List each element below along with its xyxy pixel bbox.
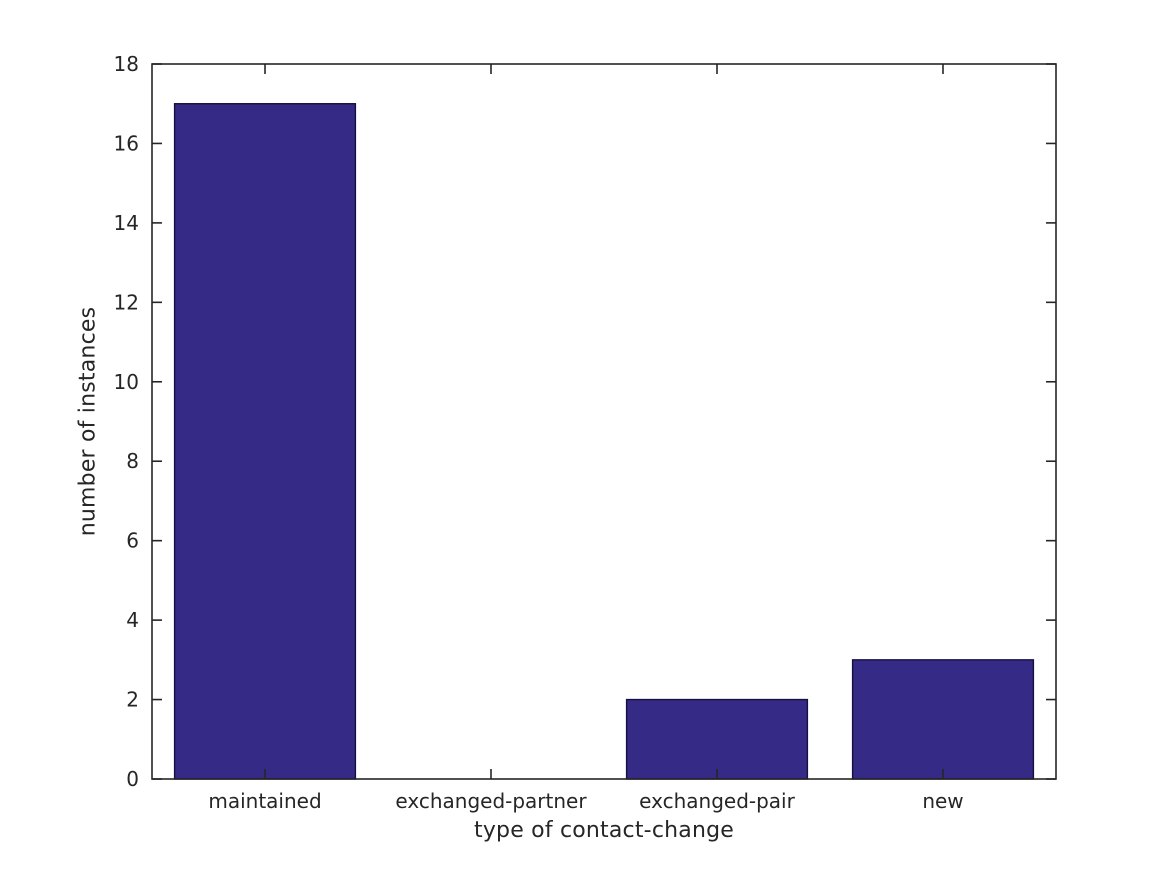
y-tick-label: 16 — [114, 131, 139, 155]
y-tick-label: 18 — [114, 52, 139, 76]
bar-new — [851, 659, 1035, 780]
y-tick-label: 4 — [126, 608, 139, 632]
x-tick-label: exchanged-pair — [639, 789, 795, 813]
y-tick-label: 2 — [126, 688, 139, 712]
y-tick-label: 6 — [126, 529, 139, 553]
y-tick-label: 0 — [126, 767, 139, 791]
axis-frame — [151, 63, 1057, 780]
y-tick-label: 8 — [126, 449, 139, 473]
x-tick-label: new — [922, 789, 963, 813]
y-axis-label-container: number of instances — [68, 64, 108, 779]
y-tick-label: 14 — [114, 211, 139, 235]
x-axis-label: type of contact-change — [474, 818, 734, 843]
y-tick-label: 12 — [114, 290, 139, 314]
bar-exchanged-pair — [625, 698, 809, 780]
y-tick-label: 10 — [114, 370, 139, 394]
bar-maintained — [173, 103, 357, 780]
x-tick-label: exchanged-partner — [395, 789, 587, 813]
x-tick-label: maintained — [208, 789, 321, 813]
y-axis-label: number of instances — [75, 306, 101, 537]
